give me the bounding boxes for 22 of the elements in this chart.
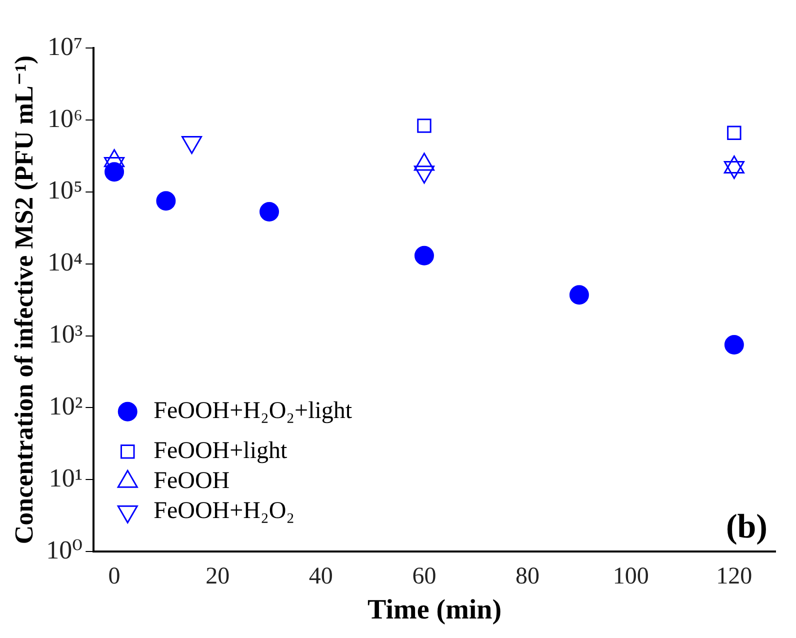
x-tick-label: 20 <box>206 563 230 590</box>
y-tick-label: 10³ <box>48 320 83 349</box>
y-tick-label: 10⁶ <box>48 104 83 133</box>
y-tick-label: 10⁵ <box>48 176 83 205</box>
y-tick-label: 10² <box>48 392 83 421</box>
legend-label: FeOOH+H₂O₂+light <box>154 398 352 424</box>
y-axis-title: Concentration of infective MS2 (PFU mL⁻¹) <box>9 55 38 544</box>
y-tick-label: 10¹ <box>48 463 83 492</box>
x-tick-label: 80 <box>516 563 540 590</box>
x-axis-title: Time (min) <box>368 594 502 626</box>
x-tick-label: 0 <box>108 563 120 590</box>
legend-label: FeOOH+light <box>154 438 288 464</box>
x-tick-label: 120 <box>716 563 752 590</box>
x-tick-label: 60 <box>412 563 436 590</box>
y-tick-label: 10⁰ <box>46 535 83 564</box>
legend-label: FeOOH+H₂O₂ <box>154 498 295 524</box>
x-tick-label: 40 <box>308 563 333 590</box>
x-tick-label: 100 <box>612 563 649 590</box>
y-tick-label: 10⁴ <box>48 248 83 277</box>
y-tick-label: 10⁷ <box>48 32 83 61</box>
annotation: (b) <box>726 508 768 546</box>
legend-label: FeOOH <box>154 468 230 494</box>
